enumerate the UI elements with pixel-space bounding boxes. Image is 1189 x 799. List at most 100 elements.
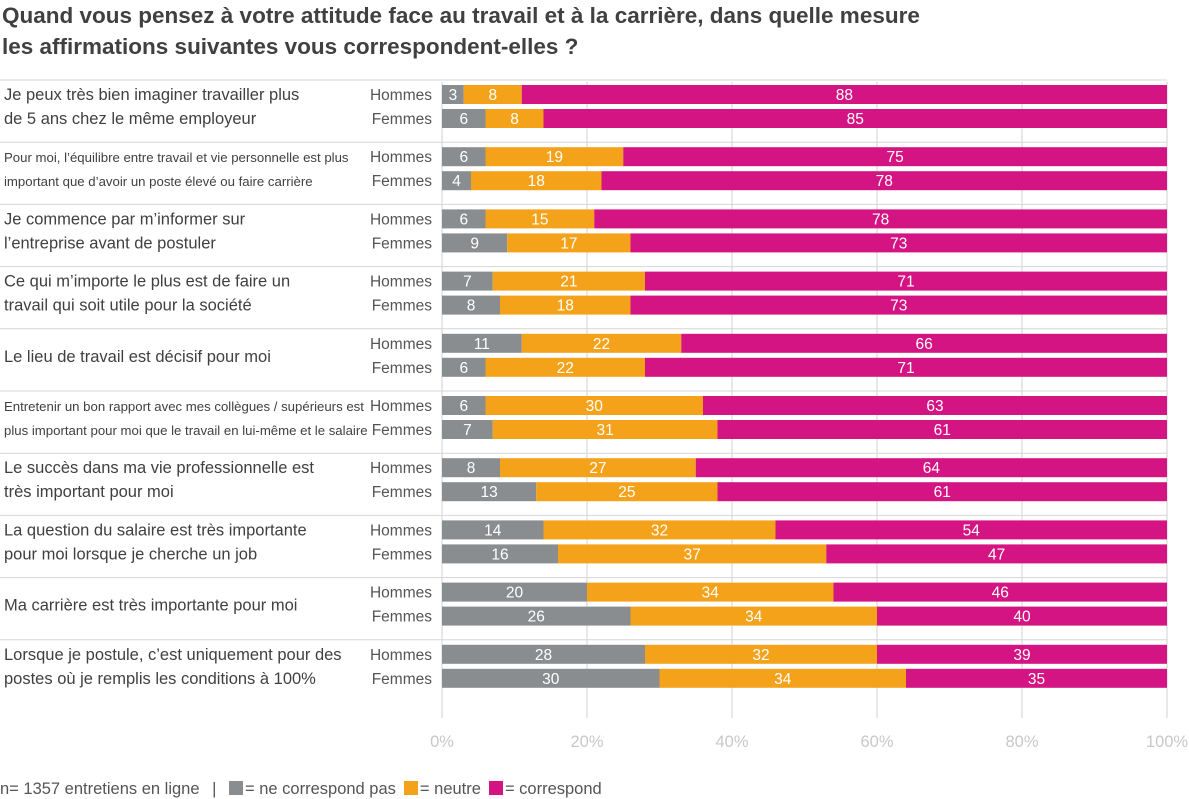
bar-segment bbox=[507, 233, 631, 253]
data-label: 34 bbox=[745, 609, 763, 626]
statement-text: l’entreprise avant de postuler bbox=[4, 234, 216, 252]
legend-item: = neutre bbox=[403, 780, 481, 798]
bar-segment bbox=[645, 357, 1167, 377]
statement-text: Le succès dans ma vie professionnelle es… bbox=[4, 459, 314, 477]
data-label: 8 bbox=[488, 87, 497, 104]
row-label: Femmes bbox=[372, 360, 433, 377]
statement-text: important que d’avoir un poste élevé ou … bbox=[4, 174, 313, 189]
data-label: 28 bbox=[535, 647, 552, 664]
bar-segment bbox=[485, 396, 703, 415]
bar-segment bbox=[587, 582, 834, 602]
row-label: Hommes bbox=[370, 585, 432, 602]
bar-segment bbox=[485, 147, 624, 167]
row-label: Femmes bbox=[372, 298, 433, 315]
bar-segment bbox=[695, 458, 1167, 478]
bar-segment bbox=[775, 520, 1167, 540]
legend-swatch bbox=[403, 781, 418, 795]
row-label: Hommes bbox=[370, 211, 432, 228]
bar-segment bbox=[485, 357, 645, 377]
bar-segment bbox=[703, 396, 1167, 415]
statement-text: La question du salaire est très importan… bbox=[4, 521, 307, 539]
bar-segment bbox=[442, 420, 493, 439]
data-label: 6 bbox=[459, 149, 468, 166]
bar-segment bbox=[442, 357, 486, 377]
statement-text: plus important pour moi que le travail e… bbox=[4, 423, 368, 438]
data-label: 18 bbox=[557, 298, 574, 315]
bar-segment bbox=[442, 668, 660, 688]
data-label: 7 bbox=[463, 274, 472, 291]
bar-segment bbox=[877, 606, 1167, 626]
x-tick-label: 100% bbox=[1146, 733, 1189, 751]
bar-segment bbox=[521, 333, 682, 353]
data-label: 3 bbox=[449, 87, 458, 104]
statement-text: Ce qui m’importe le plus est de faire un bbox=[4, 273, 290, 291]
row-label: Femmes bbox=[372, 422, 433, 439]
bar-segment bbox=[500, 295, 631, 315]
bar-segment bbox=[442, 606, 631, 626]
row-label: Femmes bbox=[372, 671, 433, 688]
data-label: 32 bbox=[752, 647, 769, 664]
bar-segment bbox=[442, 333, 522, 353]
bar-segment bbox=[442, 109, 486, 128]
statement-text: Je peux très bien imaginer travailler pl… bbox=[4, 86, 299, 104]
bar-segment bbox=[500, 458, 696, 478]
data-label: 22 bbox=[557, 360, 574, 377]
legend-label: = ne correspond pas bbox=[245, 780, 396, 798]
legend-item: = ne correspond pas bbox=[229, 780, 396, 798]
bar-segment bbox=[536, 482, 718, 502]
data-label: 31 bbox=[597, 422, 614, 439]
bar-segment bbox=[659, 668, 906, 688]
data-label: 6 bbox=[459, 111, 468, 128]
data-label: 54 bbox=[963, 522, 981, 539]
data-label: 26 bbox=[528, 609, 545, 626]
data-label: 37 bbox=[684, 546, 701, 563]
statement-text: Entretenir un bon rapport avec mes collè… bbox=[4, 399, 364, 414]
data-label: 8 bbox=[467, 460, 476, 477]
statement-text: Ma carrière est très importante pour moi bbox=[4, 597, 297, 615]
bar-segment bbox=[442, 209, 486, 229]
data-label: 78 bbox=[872, 211, 889, 228]
legend-swatch bbox=[229, 781, 244, 795]
data-label: 6 bbox=[459, 398, 468, 415]
data-label: 6 bbox=[459, 211, 468, 228]
data-label: 30 bbox=[542, 671, 560, 688]
statement-text: postes où je remplis les conditions à 10… bbox=[4, 670, 316, 688]
data-label: 34 bbox=[774, 671, 792, 688]
data-label: 8 bbox=[510, 111, 519, 128]
data-label: 39 bbox=[1013, 647, 1030, 664]
data-label: 32 bbox=[651, 522, 668, 539]
data-label: 25 bbox=[618, 484, 635, 501]
row-label: Femmes bbox=[372, 546, 433, 563]
bar-segment bbox=[492, 271, 645, 291]
bar-segment bbox=[442, 295, 500, 315]
data-label: 46 bbox=[992, 585, 1009, 602]
x-tick-label: 60% bbox=[860, 733, 893, 751]
data-label: 61 bbox=[934, 422, 951, 439]
bar-segment bbox=[543, 109, 1167, 128]
chart-title-line-2: les affirmations suivantes vous correspo… bbox=[2, 34, 579, 59]
data-label: 85 bbox=[847, 111, 864, 128]
bar-segment bbox=[442, 482, 537, 502]
row-label: Hommes bbox=[370, 149, 432, 166]
statement-text: Le lieu de travail est décisif pour moi bbox=[4, 348, 271, 366]
legend-item: = correspond bbox=[488, 780, 602, 798]
data-label: 6 bbox=[459, 360, 468, 377]
statement-text: pour moi lorsque je cherche un job bbox=[4, 545, 257, 563]
legend-swatch bbox=[488, 781, 503, 795]
data-label: 40 bbox=[1013, 609, 1031, 626]
data-label: 66 bbox=[916, 336, 933, 353]
bar-segment bbox=[833, 582, 1167, 602]
bar-segment bbox=[623, 147, 1167, 167]
sample-note: n= 1357 entretiens en ligne bbox=[0, 780, 200, 798]
data-label: 34 bbox=[702, 585, 720, 602]
data-label: 47 bbox=[988, 546, 1005, 563]
chart-title: Quand vous pensez à votre attitude face … bbox=[2, 0, 1152, 62]
row-label: Femmes bbox=[372, 173, 433, 190]
statement-text: Pour moi, l’équilibre entre travail et v… bbox=[4, 150, 349, 165]
statement-text: Lorsque je postule, c’est uniquement pou… bbox=[4, 646, 342, 664]
legend: = ne correspond pas = neutre = correspond bbox=[229, 780, 610, 798]
bar-segment bbox=[877, 644, 1167, 664]
data-label: 8 bbox=[467, 298, 476, 315]
bar-segment bbox=[645, 271, 1167, 291]
bar-segment bbox=[442, 171, 471, 191]
